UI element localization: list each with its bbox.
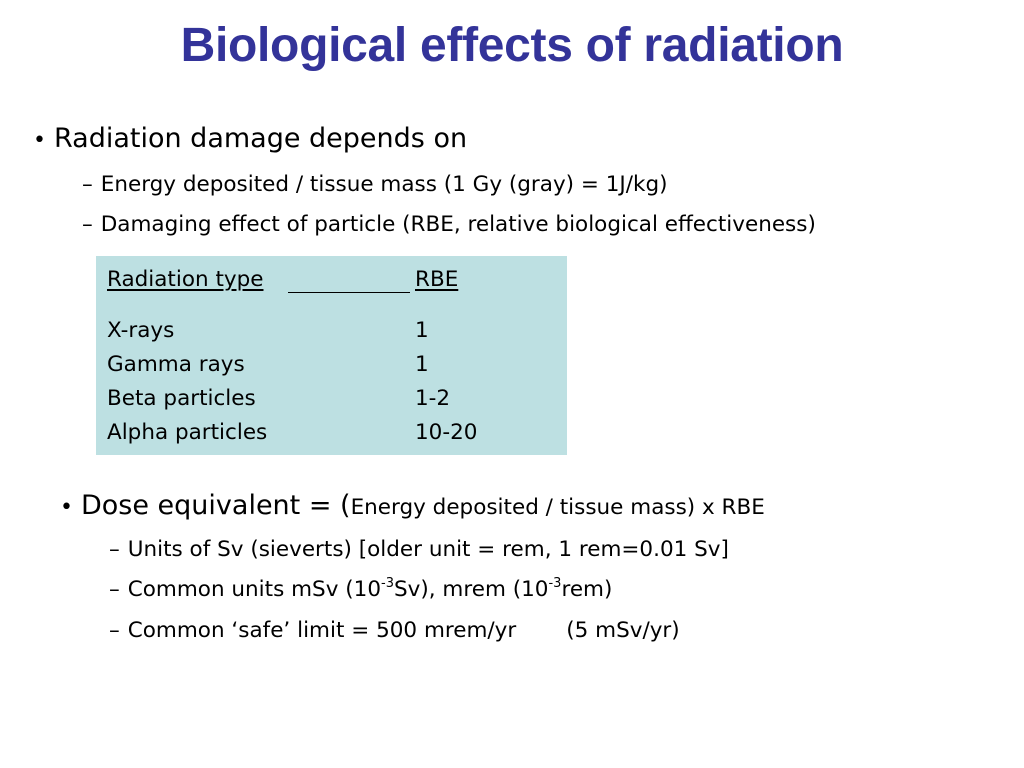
table-cell-type: Gamma rays xyxy=(107,352,245,377)
subitem-text: Damaging effect of particle (RBE, relati… xyxy=(100,212,816,237)
subitem-text-b: Sv), mrem (10 xyxy=(393,577,549,602)
dash-marker: – xyxy=(109,618,120,643)
exponent: -3 xyxy=(548,576,562,591)
bullet-radiation-damage: • Radiation damage depends on xyxy=(33,123,467,154)
subitem-common-units: – Common units mSv (10-3Sv), mrem (10-3re… xyxy=(109,577,612,602)
subitem-text-c: rem) xyxy=(561,577,613,602)
table-header-rbe: RBE xyxy=(415,267,459,292)
dash-marker: – xyxy=(82,212,93,237)
header-underline xyxy=(288,292,410,293)
table-cell-rbe: 10-20 xyxy=(415,420,478,445)
table-header-radiation-type: Radiation type xyxy=(107,267,264,292)
dash-marker: – xyxy=(109,577,120,602)
bullet-marker: • xyxy=(60,495,73,520)
subitem-text-a: Common units mSv (10 xyxy=(127,577,382,602)
bullet-marker: • xyxy=(33,128,46,153)
table-cell-rbe: 1 xyxy=(415,352,429,377)
exponent: -3 xyxy=(381,576,394,591)
subitem-energy-deposited: – Energy deposited / tissue mass (1 Gy (g… xyxy=(82,172,668,197)
subitem-units-sv: – Units of Sv (sieverts) [older unit = re… xyxy=(109,537,729,562)
dash-marker: – xyxy=(82,172,93,197)
subitem-safe-limit: – Common ‘safe’ limit = 500 mrem/yr (5 mSv… xyxy=(109,618,680,643)
dose-heading-rest: Energy deposited / tissue mass) x RBE xyxy=(350,495,765,520)
bullet-heading: Radiation damage depends on xyxy=(53,123,468,154)
table-cell-type: Beta particles xyxy=(107,386,256,411)
rbe-table: Radiation type RBE X-rays 1 Gamma rays 1… xyxy=(96,256,567,455)
bullet-dose-equivalent: • Dose equivalent = (Energy deposited / t… xyxy=(60,490,765,521)
dash-marker: – xyxy=(109,537,120,562)
subitem-text-a: Common ‘safe’ limit = 500 mrem/yr xyxy=(127,618,517,643)
dose-heading-main: Dose equivalent = ( xyxy=(80,490,351,521)
slide-title: Biological effects of radiation xyxy=(180,19,844,72)
table-cell-rbe: 1 xyxy=(415,318,429,343)
subitem-text: Units of Sv (sieverts) [older unit = rem… xyxy=(127,537,729,562)
table-cell-rbe: 1-2 xyxy=(415,386,451,411)
subitem-text: Energy deposited / tissue mass (1 Gy (gr… xyxy=(100,172,668,197)
table-cell-type: X-rays xyxy=(107,318,175,343)
subitem-damaging-effect: – Damaging effect of particle (RBE, relat… xyxy=(82,212,816,237)
table-cell-type: Alpha particles xyxy=(107,420,268,445)
subitem-text-b: (5 mSv/yr) xyxy=(566,618,680,643)
